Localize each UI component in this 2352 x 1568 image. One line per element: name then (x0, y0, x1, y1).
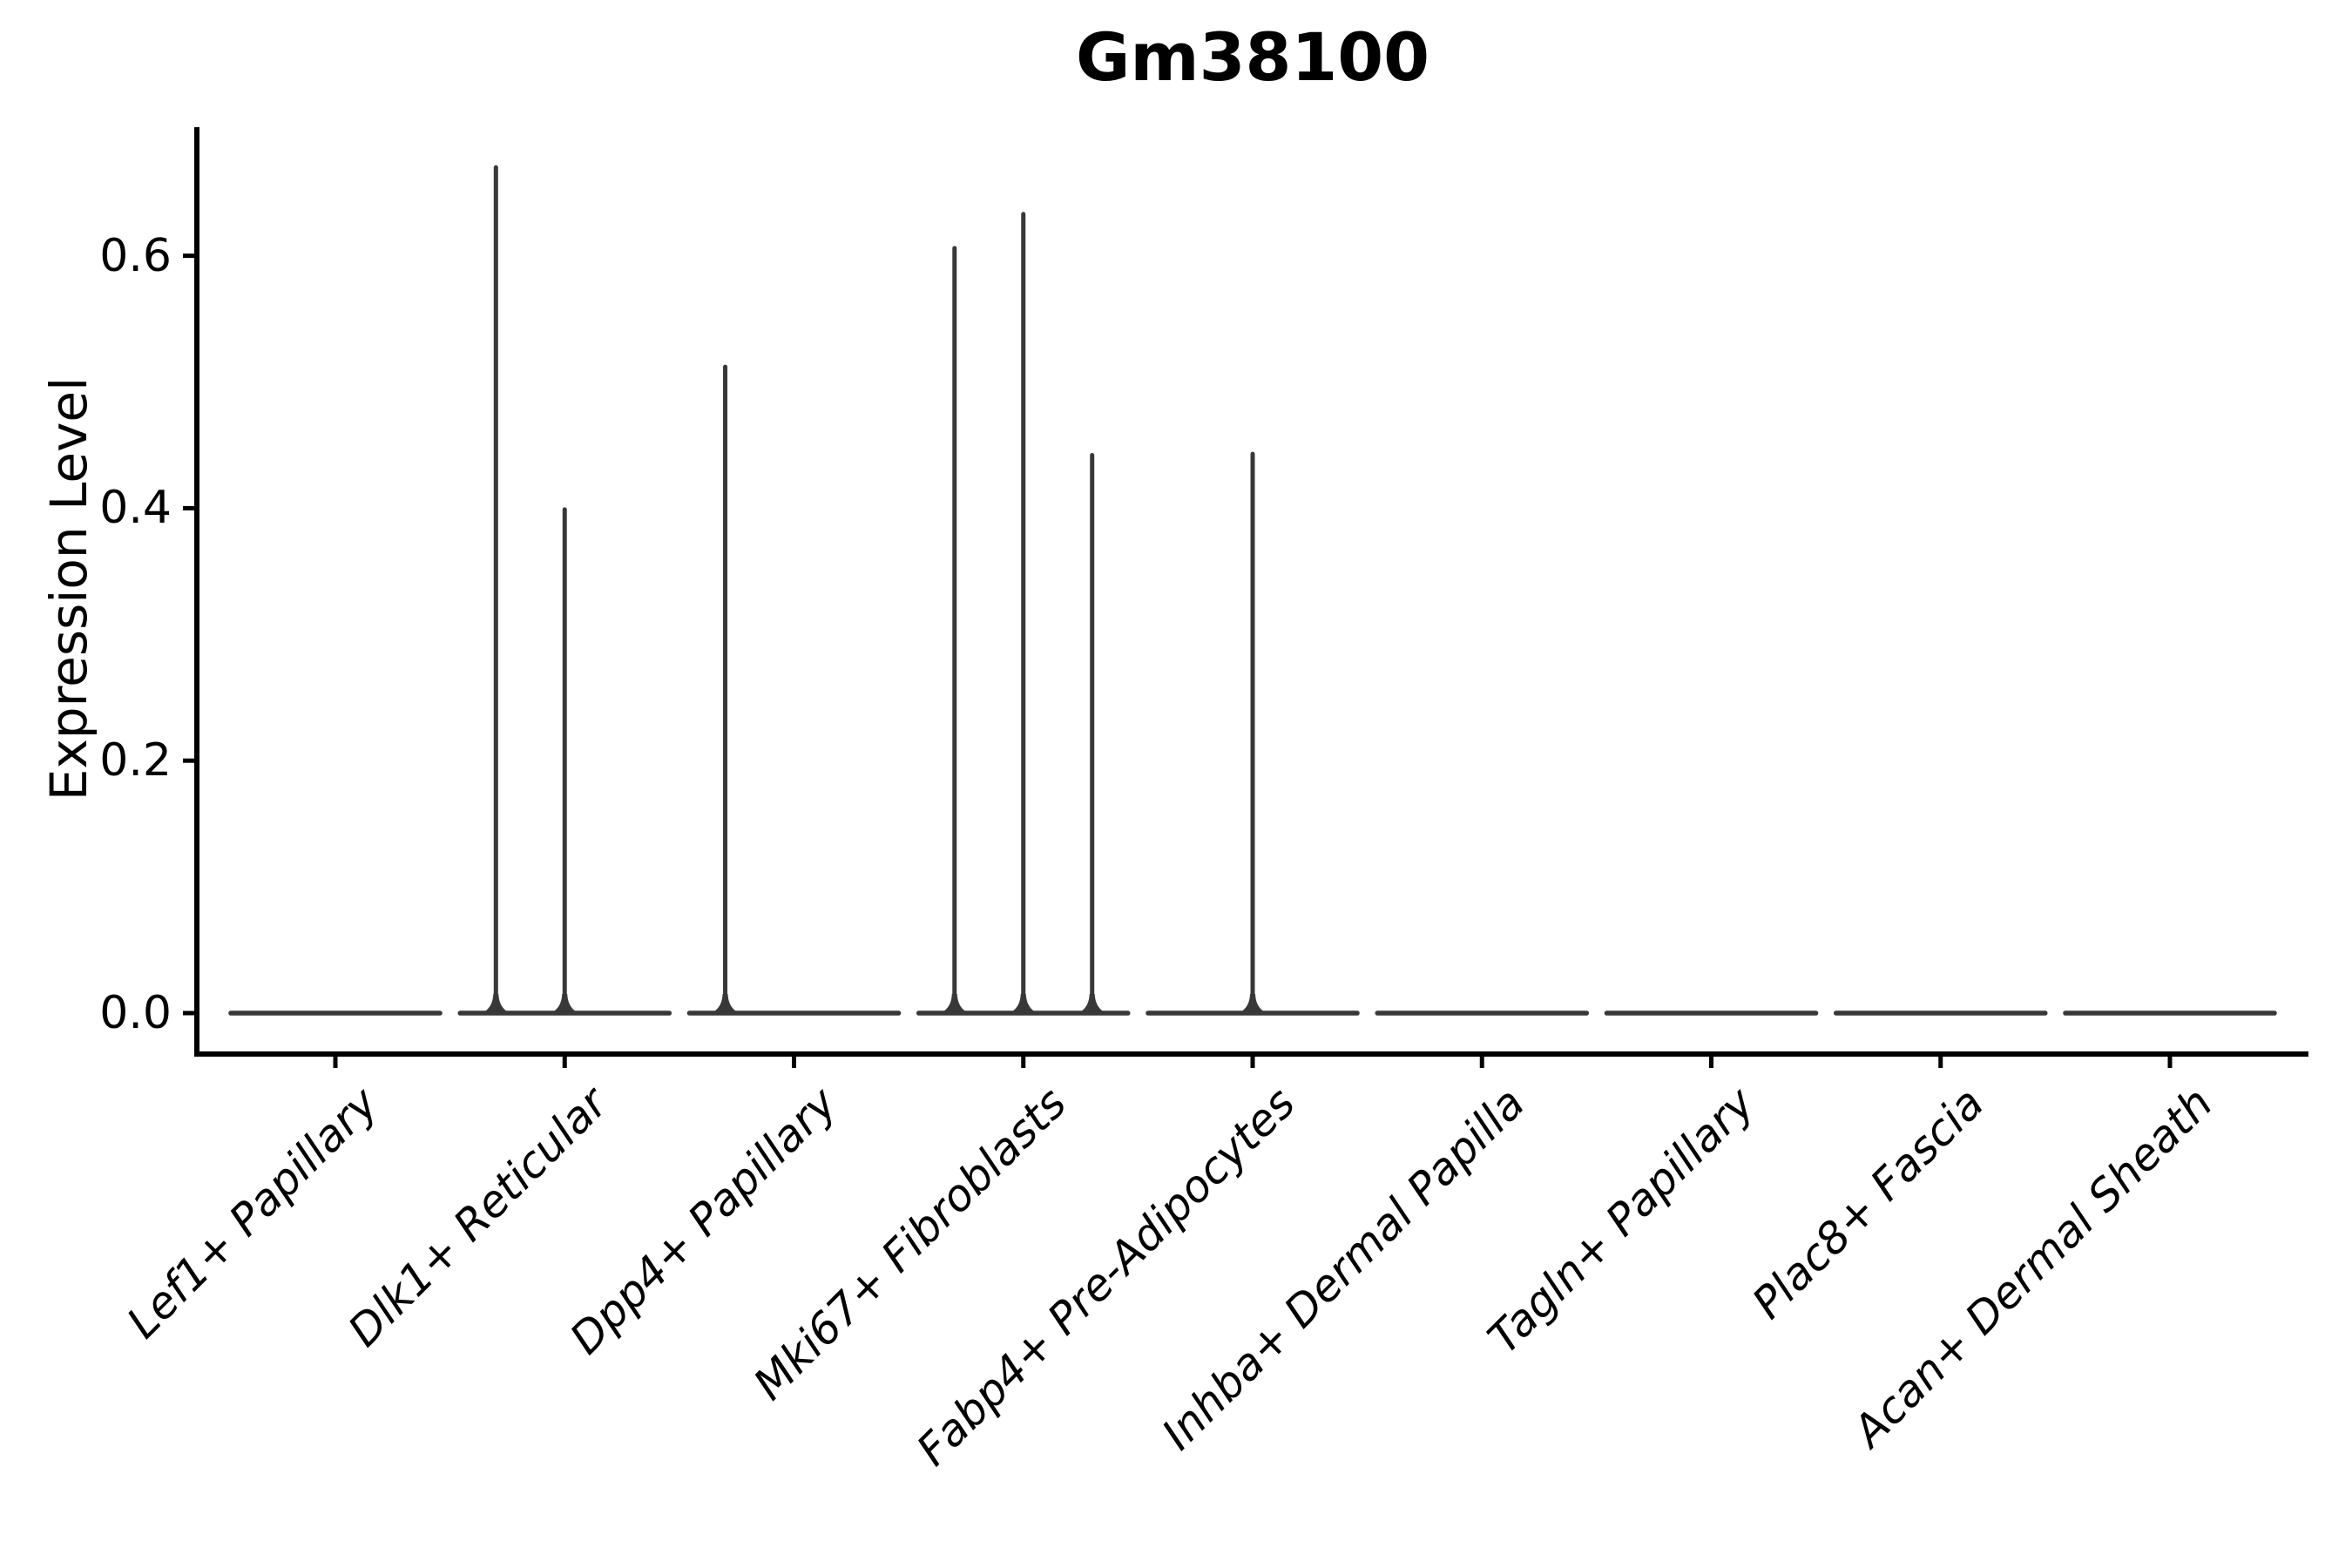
y-tick-label-1: 0.2 (99, 734, 172, 787)
chart-title: Gm38100 (1076, 18, 1429, 96)
y-tick-label-0: 0.0 (99, 987, 172, 1039)
y-tick-label-2: 0.4 (99, 482, 172, 534)
y-tick-label-3: 0.6 (99, 230, 172, 282)
